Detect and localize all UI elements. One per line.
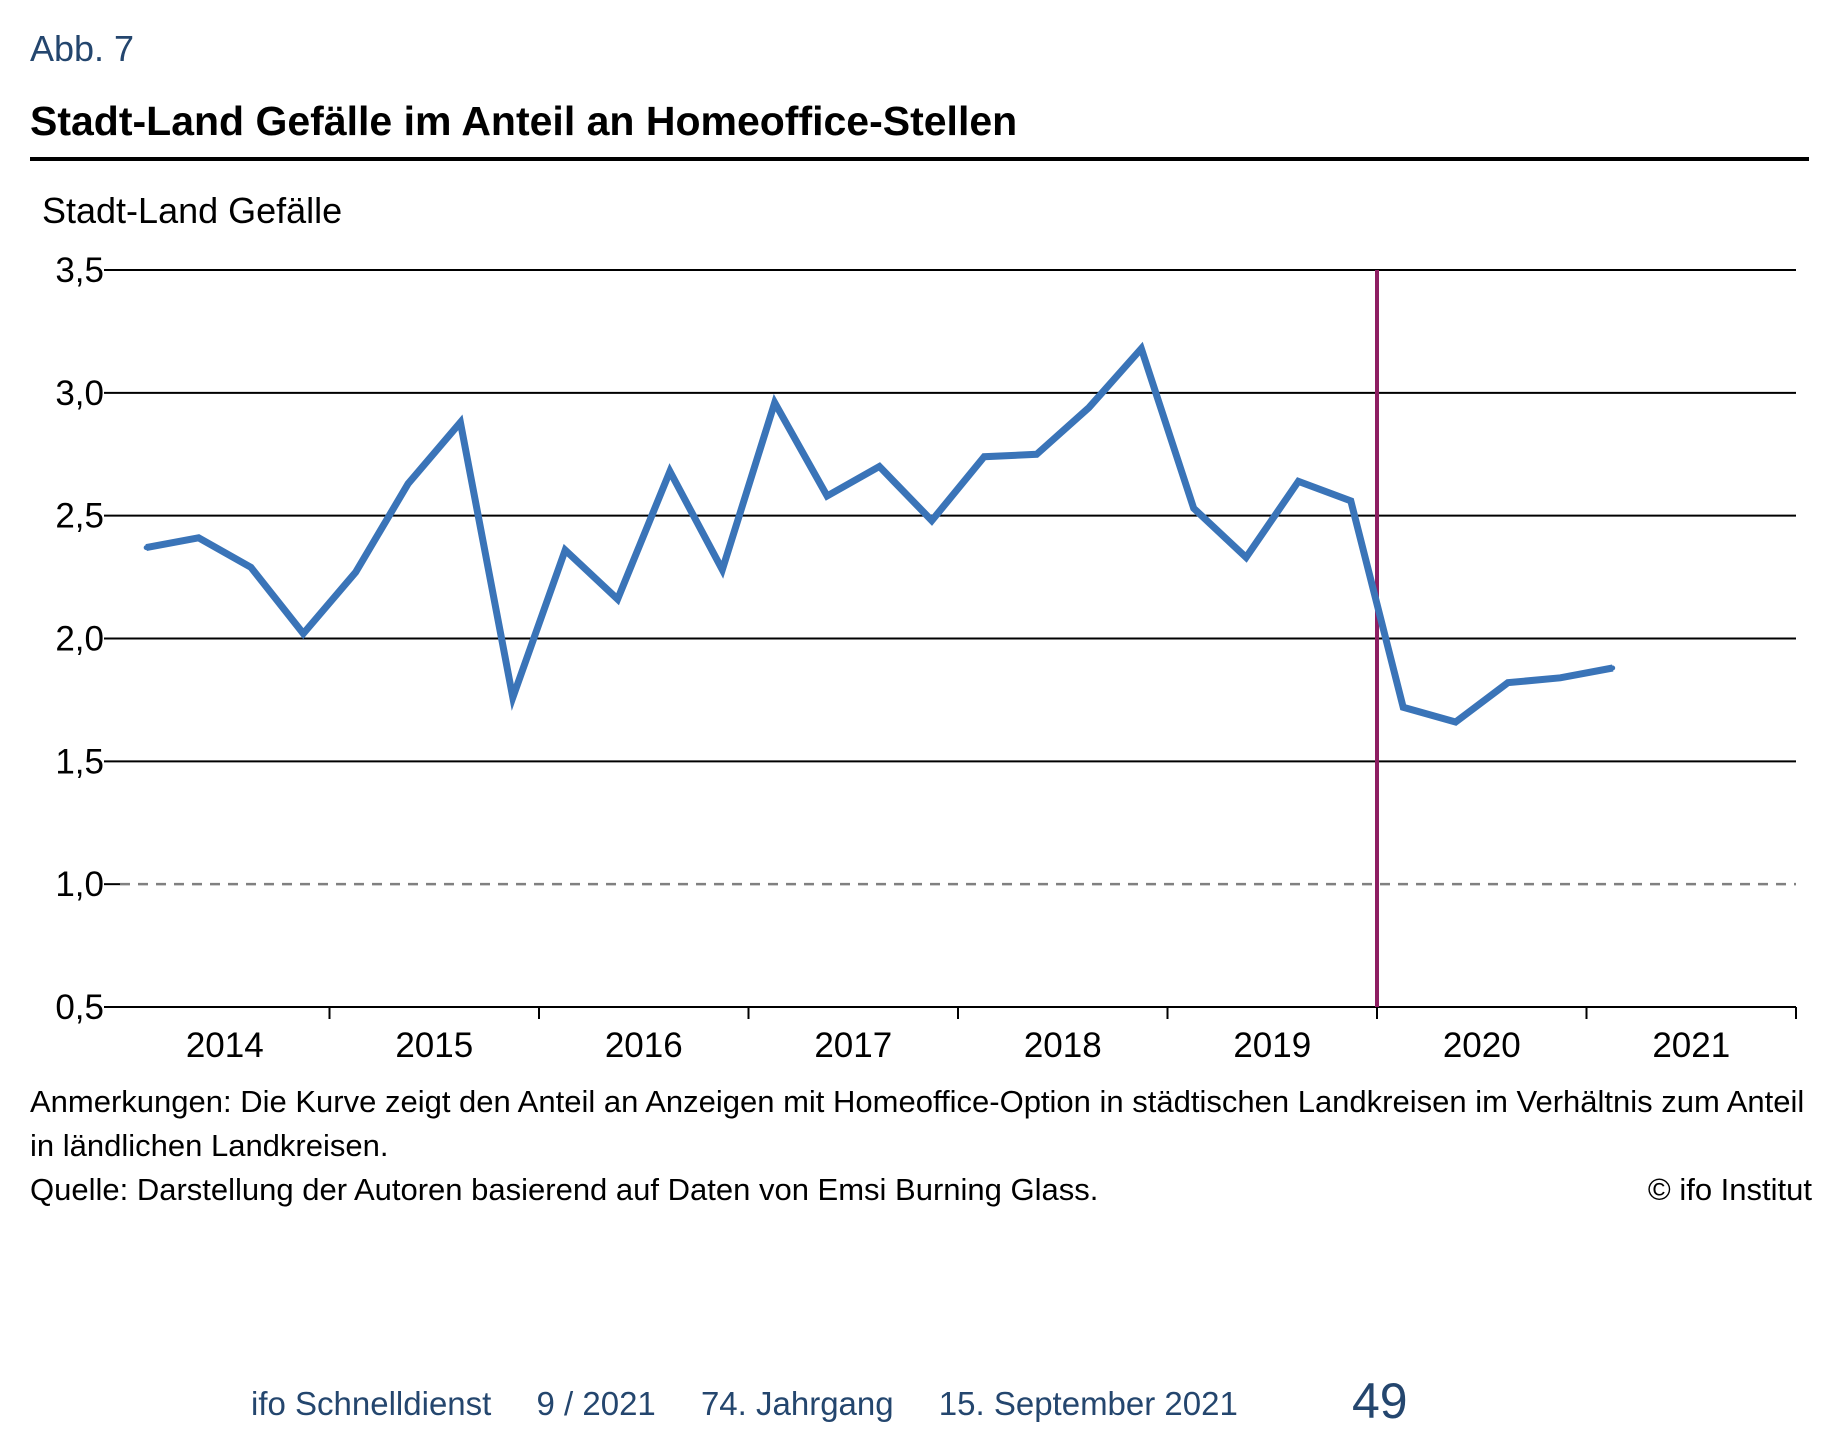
y-tick-label: 1,0 — [55, 865, 104, 904]
x-tick-label: 2018 — [1024, 1026, 1102, 1065]
copyright-text: © ifo Institut — [1647, 1172, 1812, 1207]
data-point — [300, 631, 306, 637]
source-row: Quelle: Darstellung der Autoren basieren… — [30, 1168, 1812, 1212]
x-axis — [328, 1007, 1797, 1019]
data-point — [772, 400, 778, 406]
page-number: 49 — [1352, 1373, 1408, 1429]
data-point — [1453, 719, 1459, 725]
series-line — [145, 341, 1614, 726]
y-tick-label: 3,0 — [55, 374, 104, 413]
data-point — [615, 596, 621, 602]
data-point — [353, 569, 359, 575]
data-point — [1557, 675, 1563, 681]
remarks-text: Anmerkungen: Die Kurve zeigt den Anteil … — [30, 1084, 1805, 1163]
data-point — [562, 547, 568, 553]
data-point — [981, 454, 987, 460]
y-tick-label: 2,0 — [55, 620, 104, 659]
data-point — [1086, 405, 1092, 411]
data-point — [719, 567, 725, 573]
data-point — [457, 419, 463, 425]
x-tick-label: 2014 — [186, 1026, 264, 1065]
data-point — [1034, 451, 1040, 457]
x-tick-label: 2015 — [395, 1026, 473, 1065]
footer-issue: 9 / 2021 — [536, 1385, 656, 1422]
data-point — [667, 468, 673, 474]
data-point — [405, 481, 411, 487]
x-tick-label: 2021 — [1652, 1026, 1730, 1065]
x-tick-labels: 2014 2015 2016 2017 2018 2019 2020 2021 — [186, 1026, 1730, 1065]
data-series — [143, 341, 1616, 726]
figure-title: Stadt-Land Gefälle im Anteil an Homeoffi… — [30, 98, 1018, 144]
page-footer: ifo Schnelldienst 9 / 2021 74. Jahrgang … — [251, 1385, 1274, 1423]
data-point — [1295, 478, 1301, 484]
data-point — [1191, 505, 1197, 511]
y-axis-title: Stadt-Land Gefälle — [42, 190, 343, 231]
data-point — [143, 545, 149, 551]
grid-lines — [104, 269, 1796, 1008]
x-tick-label: 2017 — [814, 1026, 892, 1065]
y-tick-label: 3,5 — [55, 251, 104, 290]
y-tick-label: 2,5 — [55, 497, 104, 536]
y-tick-label: 1,5 — [55, 742, 104, 781]
data-point — [1505, 680, 1511, 686]
data-point — [196, 535, 202, 541]
footer-date: 15. September 2021 — [938, 1385, 1238, 1422]
source-text: Quelle: Darstellung der Autoren basieren… — [30, 1172, 1099, 1207]
x-tick-label: 2020 — [1443, 1026, 1521, 1065]
line-chart: 3,53,02,52,01,51,00,5 2014 2015 2016 2017 20… — [55, 251, 1797, 1065]
data-point — [1348, 498, 1354, 504]
data-point — [1138, 346, 1144, 352]
footer-publication: ifo Schnelldienst — [251, 1385, 492, 1422]
data-point — [1243, 554, 1249, 560]
footer-volume: 74. Jahrgang — [700, 1385, 894, 1422]
data-point — [824, 493, 830, 499]
y-tick-labels: 3,5 3,0 2,5 2,0 1,5 1,0 0,5 — [55, 251, 104, 1027]
data-point — [248, 564, 254, 570]
title-rule — [30, 157, 1809, 161]
data-point — [929, 518, 935, 524]
y-tick-label: 0,5 — [55, 988, 104, 1027]
data-point — [1400, 704, 1406, 710]
chart-notes: Anmerkungen: Die Kurve zeigt den Anteil … — [30, 1080, 1812, 1212]
figure-label: Abb. 7 — [30, 28, 135, 69]
x-tick-label: 2016 — [605, 1026, 683, 1065]
data-point — [510, 694, 516, 700]
x-tick-label: 2019 — [1233, 1026, 1311, 1065]
data-point — [876, 464, 882, 470]
data-point — [1610, 665, 1616, 671]
